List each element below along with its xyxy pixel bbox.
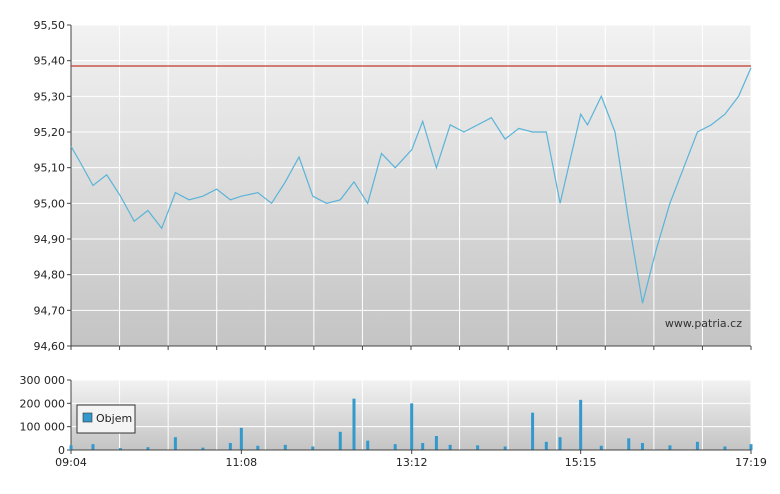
x-tick-label: 11:08 [225, 456, 257, 469]
volume-bar [283, 444, 287, 450]
price-y-tick-label: 95,30 [34, 90, 66, 103]
volume-panel: 300 000 200 000 100 000 0 09:04 11:08 13:12 15… [20, 374, 767, 469]
volume-bar [640, 443, 644, 450]
volume-bar [228, 443, 232, 450]
x-tick-label: 15:15 [565, 456, 597, 469]
volume-bar [146, 447, 150, 450]
price-x-ticks [70, 346, 752, 350]
volume-bar [476, 445, 480, 450]
volume-bar [668, 445, 672, 450]
volume-y-tick-label: 0 [58, 444, 65, 457]
price-y-axis: 95,50 95,40 95,30 95,20 95,10 95,00 94,90 94,80… [34, 19, 72, 353]
volume-bar [421, 443, 425, 450]
volume-bar [558, 437, 562, 450]
x-tick-label: 13:12 [396, 456, 428, 469]
volume-bar [749, 444, 753, 450]
volume-bar [695, 441, 699, 450]
volume-y-axis: 300 000 200 000 100 000 0 [20, 374, 72, 457]
legend-label: Objem [96, 412, 132, 425]
volume-bar [544, 441, 548, 450]
volume-bar [366, 440, 370, 450]
volume-bar [338, 431, 342, 450]
price-y-tick-label: 94,60 [34, 340, 66, 353]
x-tick-label: 09:04 [55, 456, 87, 469]
volume-bar [410, 403, 414, 450]
price-y-tick-label: 95,50 [34, 19, 66, 32]
price-y-tick-label: 94,90 [34, 233, 66, 246]
price-y-tick-label: 95,10 [34, 162, 66, 175]
volume-bar [393, 444, 397, 450]
volume-y-tick-label: 100 000 [20, 421, 66, 434]
volume-bar [352, 398, 356, 450]
volume-y-tick-label: 300 000 [20, 374, 66, 387]
volume-bar [434, 436, 438, 450]
volume-bars [69, 398, 753, 450]
legend: Objem [76, 404, 136, 434]
price-y-tick-label: 94,80 [34, 269, 66, 282]
volume-bar [723, 446, 727, 450]
volume-bar [311, 446, 315, 450]
volume-bar [448, 444, 452, 450]
volume-bar [91, 444, 95, 450]
volume-bar [599, 445, 603, 450]
volume-bar [118, 448, 122, 450]
x-tick-label: 17:19 [735, 456, 767, 469]
volume-bar [531, 412, 535, 450]
price-line [70, 67, 752, 304]
volume-bar [503, 446, 507, 450]
volume-y-tick-label: 200 000 [20, 397, 66, 410]
volume-bar [173, 437, 177, 450]
volume-x-axis: 09:04 11:08 13:12 15:15 17:19 [55, 450, 767, 469]
volume-bar [239, 427, 243, 450]
price-y-tick-label: 95,40 [34, 55, 66, 68]
price-y-tick-label: 94,70 [34, 304, 66, 317]
volume-bar [69, 445, 73, 450]
watermark-text: www.patria.cz [665, 317, 742, 330]
volume-bar [201, 447, 205, 450]
volume-bar [256, 445, 260, 450]
price-y-tick-label: 95,00 [34, 197, 66, 210]
legend-swatch [82, 412, 93, 423]
volume-bar [579, 399, 583, 450]
volume-bar [627, 438, 631, 450]
price-y-tick-label: 95,20 [34, 126, 66, 139]
price-panel: 95,50 95,40 95,30 95,20 95,10 95,00 94,90 94,80… [34, 19, 752, 353]
